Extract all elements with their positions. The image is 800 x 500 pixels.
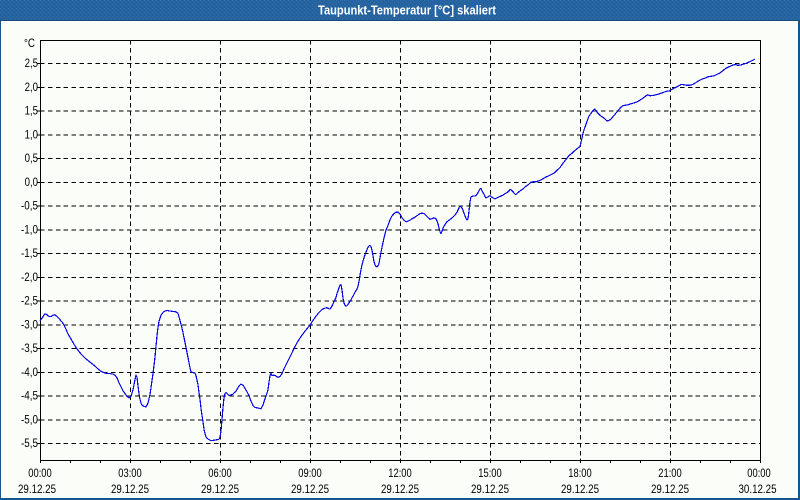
svg-text:-3,0: -3,0	[21, 317, 38, 331]
svg-text:29.12.25: 29.12.25	[201, 482, 239, 496]
svg-text:30.12.25: 30.12.25	[739, 482, 777, 496]
svg-text:-2,0: -2,0	[21, 270, 38, 284]
svg-text:00:00: 00:00	[747, 466, 771, 480]
svg-text:1,0: 1,0	[25, 127, 39, 141]
svg-text:-4,0: -4,0	[21, 365, 38, 379]
svg-text:-2,5: -2,5	[21, 294, 38, 308]
svg-text:29.12.25: 29.12.25	[471, 482, 509, 496]
svg-text:0,5: 0,5	[25, 151, 39, 165]
svg-text:-3,5: -3,5	[21, 341, 38, 355]
svg-text:09:00: 09:00	[298, 466, 322, 480]
svg-text:15:00: 15:00	[478, 466, 502, 480]
svg-text:29.12.25: 29.12.25	[381, 482, 419, 496]
svg-text:29.12.25: 29.12.25	[291, 482, 329, 496]
svg-text:21:00: 21:00	[658, 466, 682, 480]
svg-text:00:00: 00:00	[28, 466, 52, 480]
svg-text:2,0: 2,0	[25, 80, 39, 94]
svg-text:2,5: 2,5	[25, 56, 39, 70]
svg-text:06:00: 06:00	[208, 466, 232, 480]
svg-text:-1,0: -1,0	[21, 222, 38, 236]
svg-text:-4,5: -4,5	[21, 389, 38, 403]
svg-text:°C: °C	[24, 36, 35, 50]
svg-text:-1,5: -1,5	[21, 246, 38, 260]
svg-text:29.12.25: 29.12.25	[111, 482, 149, 496]
svg-text:Taupunkt-Temperatur [°C] skali: Taupunkt-Temperatur [°C] skaliert	[318, 3, 497, 18]
svg-text:12:00: 12:00	[388, 466, 412, 480]
svg-text:-5,5: -5,5	[21, 436, 38, 450]
svg-text:0,0: 0,0	[25, 175, 39, 189]
svg-text:1,5: 1,5	[25, 104, 39, 118]
svg-text:-0,5: -0,5	[21, 199, 38, 213]
svg-text:18:00: 18:00	[568, 466, 592, 480]
svg-text:-5,0: -5,0	[21, 412, 38, 426]
svg-text:29.12.25: 29.12.25	[651, 482, 689, 496]
svg-text:29.12.25: 29.12.25	[18, 482, 56, 496]
svg-text:03:00: 03:00	[118, 466, 142, 480]
svg-text:29.12.25: 29.12.25	[561, 482, 599, 496]
